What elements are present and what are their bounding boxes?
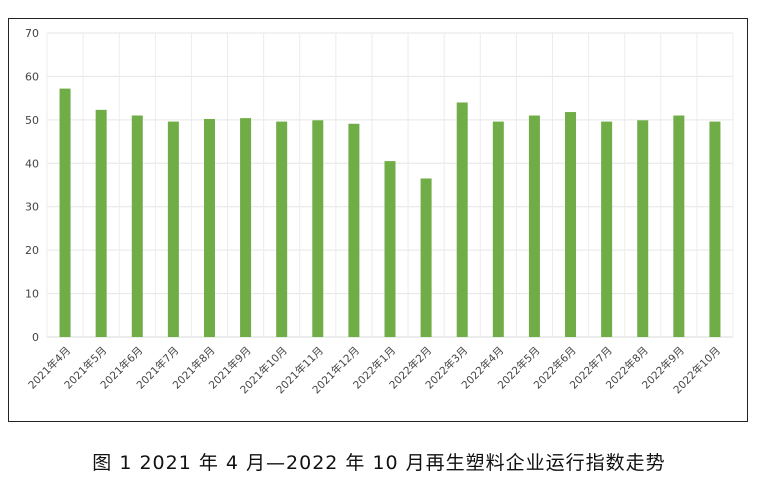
- gridlines: [46, 32, 734, 338]
- bar: [492, 121, 504, 337]
- y-tick-label: 60: [25, 70, 39, 83]
- y-tick-label: 30: [25, 201, 39, 214]
- bar: [348, 123, 360, 337]
- y-tick-label: 10: [25, 288, 39, 301]
- bar: [637, 120, 649, 337]
- bar: [709, 121, 721, 337]
- bar: [673, 115, 685, 337]
- bar-chart: 0 10 20 30 40 50 60 70 2021年4月2021年5月2021年6月202…: [25, 27, 734, 396]
- bar: [312, 120, 324, 337]
- bar: [95, 109, 107, 338]
- y-tick-label: 50: [25, 114, 39, 127]
- bar: [240, 118, 252, 338]
- figure-caption: 图 1 2021 年 4 月—2022 年 10 月再生塑料企业运行指数走势: [92, 452, 666, 474]
- bar: [167, 121, 179, 337]
- y-axis-ticks: 0 10 20 30 40 50 60 70: [25, 27, 39, 344]
- bar: [276, 121, 288, 337]
- bar: [131, 115, 143, 337]
- y-tick-label: 70: [25, 27, 39, 40]
- bar: [456, 102, 468, 337]
- bar: [528, 115, 540, 337]
- y-tick-label: 40: [25, 157, 39, 170]
- bar: [565, 112, 577, 337]
- y-tick-label: 20: [25, 244, 39, 257]
- bar: [384, 161, 396, 337]
- bar: [601, 121, 613, 337]
- bar: [420, 178, 432, 337]
- y-tick-label: 0: [32, 331, 39, 344]
- bar: [203, 118, 215, 337]
- x-axis-ticks: 2021年4月2021年5月2021年6月2021年7月2021年8月2021年…: [26, 344, 724, 396]
- chart-frame: 0 10 20 30 40 50 60 70 2021年4月 2021年5月 2021年6月 202…: [8, 18, 748, 422]
- bar: [59, 88, 71, 338]
- bars: [59, 88, 721, 338]
